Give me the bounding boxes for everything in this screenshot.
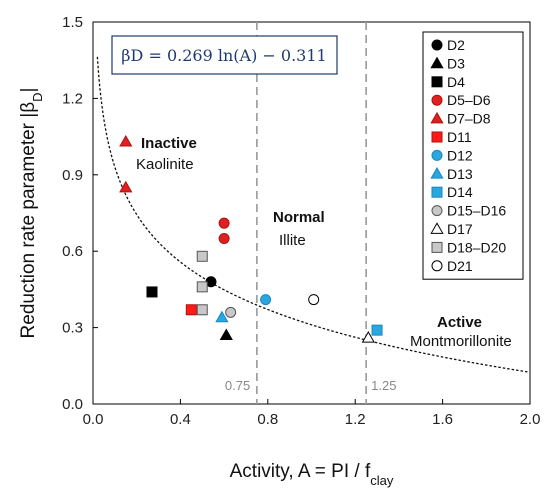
data-point — [361, 331, 375, 343]
legend-label: D4 — [447, 74, 465, 90]
legend-marker — [431, 241, 443, 253]
data-point — [196, 281, 208, 293]
y-tick-label: 1.2 — [62, 90, 83, 107]
legend-marker — [431, 260, 443, 272]
data-point — [225, 306, 237, 318]
x-tick-label: 0.0 — [83, 411, 104, 428]
x-tick-label: 1.2 — [345, 411, 366, 428]
data-point — [215, 310, 229, 323]
data-point — [196, 250, 208, 262]
data-point — [185, 304, 197, 316]
y-tick-label: 0.6 — [62, 243, 83, 260]
reference-line-label: 1.25 — [371, 378, 396, 393]
x-axis-title-main: Activity, A = PI / f — [230, 461, 371, 482]
y-axis-title-subscript: D — [30, 92, 45, 101]
y-tick-label: 0.9 — [62, 167, 83, 184]
legend-marker — [431, 131, 443, 143]
y-tick-label: 0.0 — [62, 396, 83, 413]
data-point — [308, 294, 320, 306]
equation-box — [111, 35, 338, 75]
x-tick-label: 0.8 — [257, 411, 278, 428]
zone-mineral: Kaolinite — [136, 156, 194, 173]
reference-line-label: 0.75 — [225, 378, 250, 393]
x-tick-label: 2.0 — [520, 411, 541, 428]
legend-label: D15–D16 — [447, 203, 506, 219]
legend-marker — [431, 76, 443, 88]
legend-label: D12 — [447, 147, 473, 163]
data-point — [196, 304, 208, 316]
data-point — [219, 328, 233, 341]
equation-text: βD = 0.269 ln(A) − 0.311 — [121, 46, 326, 65]
x-axis-title: Activity, A = PI / fclay — [230, 461, 394, 488]
zone-name: Inactive — [141, 135, 197, 152]
legend-label: D21 — [447, 258, 473, 274]
legend-label: D14 — [447, 184, 473, 200]
legend-marker — [431, 94, 443, 106]
legend-marker — [431, 205, 443, 217]
data-point — [218, 232, 230, 244]
data-point — [119, 134, 133, 147]
y-tick-label: 1.5 — [62, 14, 83, 31]
legend-marker — [431, 39, 443, 51]
legend-marker — [430, 56, 444, 69]
data-point — [119, 180, 133, 193]
data-point — [260, 294, 272, 306]
data-point — [371, 324, 383, 336]
legend-label: D11 — [447, 129, 472, 145]
zone-mineral: Montmorillonite — [410, 333, 512, 350]
legend-marker — [430, 222, 444, 234]
zone-mineral: Illite — [279, 232, 306, 249]
legend-label: D3 — [447, 55, 465, 71]
y-axis-title-end: | — [18, 88, 39, 93]
legend-label: D7–D8 — [447, 111, 491, 127]
data-point — [218, 217, 230, 229]
legend-marker — [430, 111, 444, 124]
zone-name: Normal — [273, 209, 325, 226]
x-tick-label: 0.4 — [170, 411, 191, 428]
x-axis-title-subscript: clay — [370, 473, 394, 488]
legend-label: D18–D20 — [447, 239, 506, 255]
legend-label: D17 — [447, 221, 473, 237]
legend-marker — [430, 167, 444, 179]
x-tick-label: 1.6 — [432, 411, 453, 428]
data-point — [146, 286, 158, 298]
y-axis-title: Reduction rate parameter |βD| — [18, 88, 45, 339]
legend-label: D2 — [447, 37, 465, 53]
legend-marker — [431, 186, 443, 198]
zone-name: Active — [437, 314, 482, 331]
legend-label: D5–D6 — [447, 92, 491, 108]
y-axis-title-main: Reduction rate parameter |β — [18, 102, 39, 339]
y-tick-label: 0.3 — [62, 320, 83, 337]
legend-marker — [431, 149, 443, 161]
legend-label: D13 — [447, 166, 473, 182]
